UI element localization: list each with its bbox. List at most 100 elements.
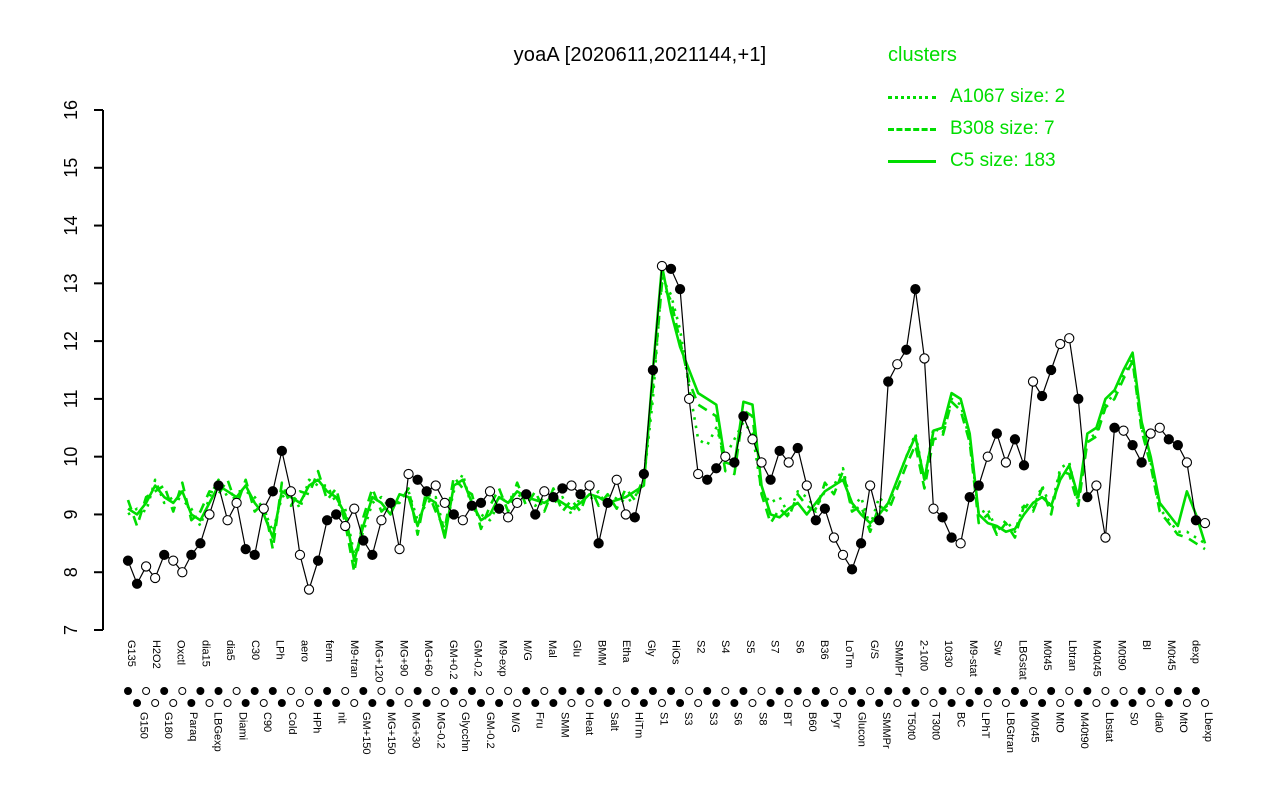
strip-point — [1137, 687, 1146, 695]
x-label: S3 — [707, 712, 719, 725]
strip-point — [947, 699, 956, 707]
strip-point — [1065, 687, 1074, 695]
strip-point — [205, 699, 214, 707]
y-tick-label: 14 — [61, 216, 81, 236]
data-point — [222, 515, 233, 526]
data-point — [303, 584, 315, 595]
strip-point — [576, 687, 585, 695]
x-label: Gly — [645, 640, 657, 657]
data-point — [493, 503, 505, 514]
strip-point — [1001, 699, 1010, 707]
strip-point — [1128, 699, 1137, 707]
data-point — [720, 451, 731, 462]
data-point — [231, 497, 242, 509]
x-label: LBGstat — [1016, 640, 1028, 680]
x-label: Etha — [620, 640, 632, 664]
strip-point — [169, 699, 178, 707]
strip-point — [1173, 687, 1182, 695]
y-tick-label: 16 — [61, 100, 81, 120]
x-label: Cold — [286, 712, 298, 735]
data-point — [1000, 457, 1012, 468]
data-point — [512, 497, 523, 509]
data-point — [367, 549, 378, 561]
x-label: B60 — [806, 712, 818, 732]
data-point — [1118, 425, 1129, 436]
x-label: ferm — [323, 640, 335, 662]
data-point — [819, 503, 831, 514]
strip-point — [1029, 687, 1038, 695]
data-point — [249, 549, 260, 561]
strip-point — [513, 699, 522, 707]
x-label: S3 — [682, 712, 694, 725]
x-label: Fru — [534, 712, 546, 729]
strip-point — [259, 699, 268, 707]
strip-point — [956, 687, 965, 695]
x-label: Oxctl — [175, 640, 187, 665]
series-line-B308 — [126, 282, 1206, 574]
legend-line-dashed-icon — [888, 127, 936, 131]
strip-point — [142, 687, 151, 695]
data-point — [1036, 390, 1048, 402]
data-point — [575, 489, 586, 500]
data-point — [421, 486, 432, 497]
strip-point — [1110, 699, 1119, 707]
strip-point — [178, 687, 187, 695]
strip-point — [187, 699, 196, 707]
strip-point — [495, 699, 504, 707]
x-label: GM+150 — [360, 712, 372, 755]
strip-point — [1056, 699, 1065, 707]
series-line-yoaA — [127, 265, 1206, 591]
y-tick-label: 10 — [61, 447, 81, 467]
strip-point — [884, 687, 893, 695]
strip-point — [504, 687, 513, 695]
data-point — [566, 480, 577, 491]
x-label: 2-10t0 — [917, 640, 929, 671]
x-label: GM+0.2 — [447, 640, 459, 679]
data-point — [1073, 393, 1084, 405]
x-label: MtO — [1053, 712, 1065, 733]
data-point — [729, 457, 740, 468]
data-point — [1145, 428, 1156, 439]
data-point — [430, 480, 441, 491]
data-point — [122, 555, 134, 566]
page-title: yoaA [2020611,2021144,+1] — [513, 44, 767, 66]
strip-point — [359, 687, 368, 695]
data-point — [484, 486, 496, 497]
strip-point — [431, 687, 440, 695]
x-label: MG+150 — [385, 712, 397, 755]
strip-point — [612, 687, 621, 695]
strip-point — [449, 687, 458, 695]
data-point — [846, 564, 858, 575]
data-point — [602, 497, 613, 509]
data-point — [267, 486, 278, 497]
x-label: C90 — [261, 712, 273, 732]
strip-point — [486, 687, 495, 695]
data-point — [738, 411, 749, 422]
data-point — [919, 353, 930, 364]
strip-point — [323, 687, 332, 695]
data-point — [150, 572, 161, 584]
strip-point — [1119, 687, 1128, 695]
x-label: Salt — [608, 712, 620, 731]
strip-point — [784, 699, 793, 707]
data-point — [774, 445, 785, 457]
strip-point — [893, 699, 902, 707]
x-label: MG+60 — [422, 640, 434, 676]
series-line-A1067 — [127, 276, 1206, 557]
strip-point — [133, 699, 142, 707]
strip-point — [241, 699, 250, 707]
strip-point — [911, 699, 920, 707]
data-point — [982, 451, 993, 462]
data-point — [358, 535, 369, 546]
data-point — [629, 512, 640, 523]
x-label: LPh — [274, 640, 286, 660]
x-label: S6 — [793, 640, 805, 653]
strip-point — [657, 699, 666, 707]
x-label: C30 — [249, 640, 261, 660]
strip-point — [648, 687, 657, 695]
data-point — [240, 543, 251, 555]
x-label: dexp — [1190, 640, 1202, 664]
data-point — [765, 474, 776, 485]
data-point — [747, 434, 758, 445]
strip-point — [685, 687, 694, 695]
